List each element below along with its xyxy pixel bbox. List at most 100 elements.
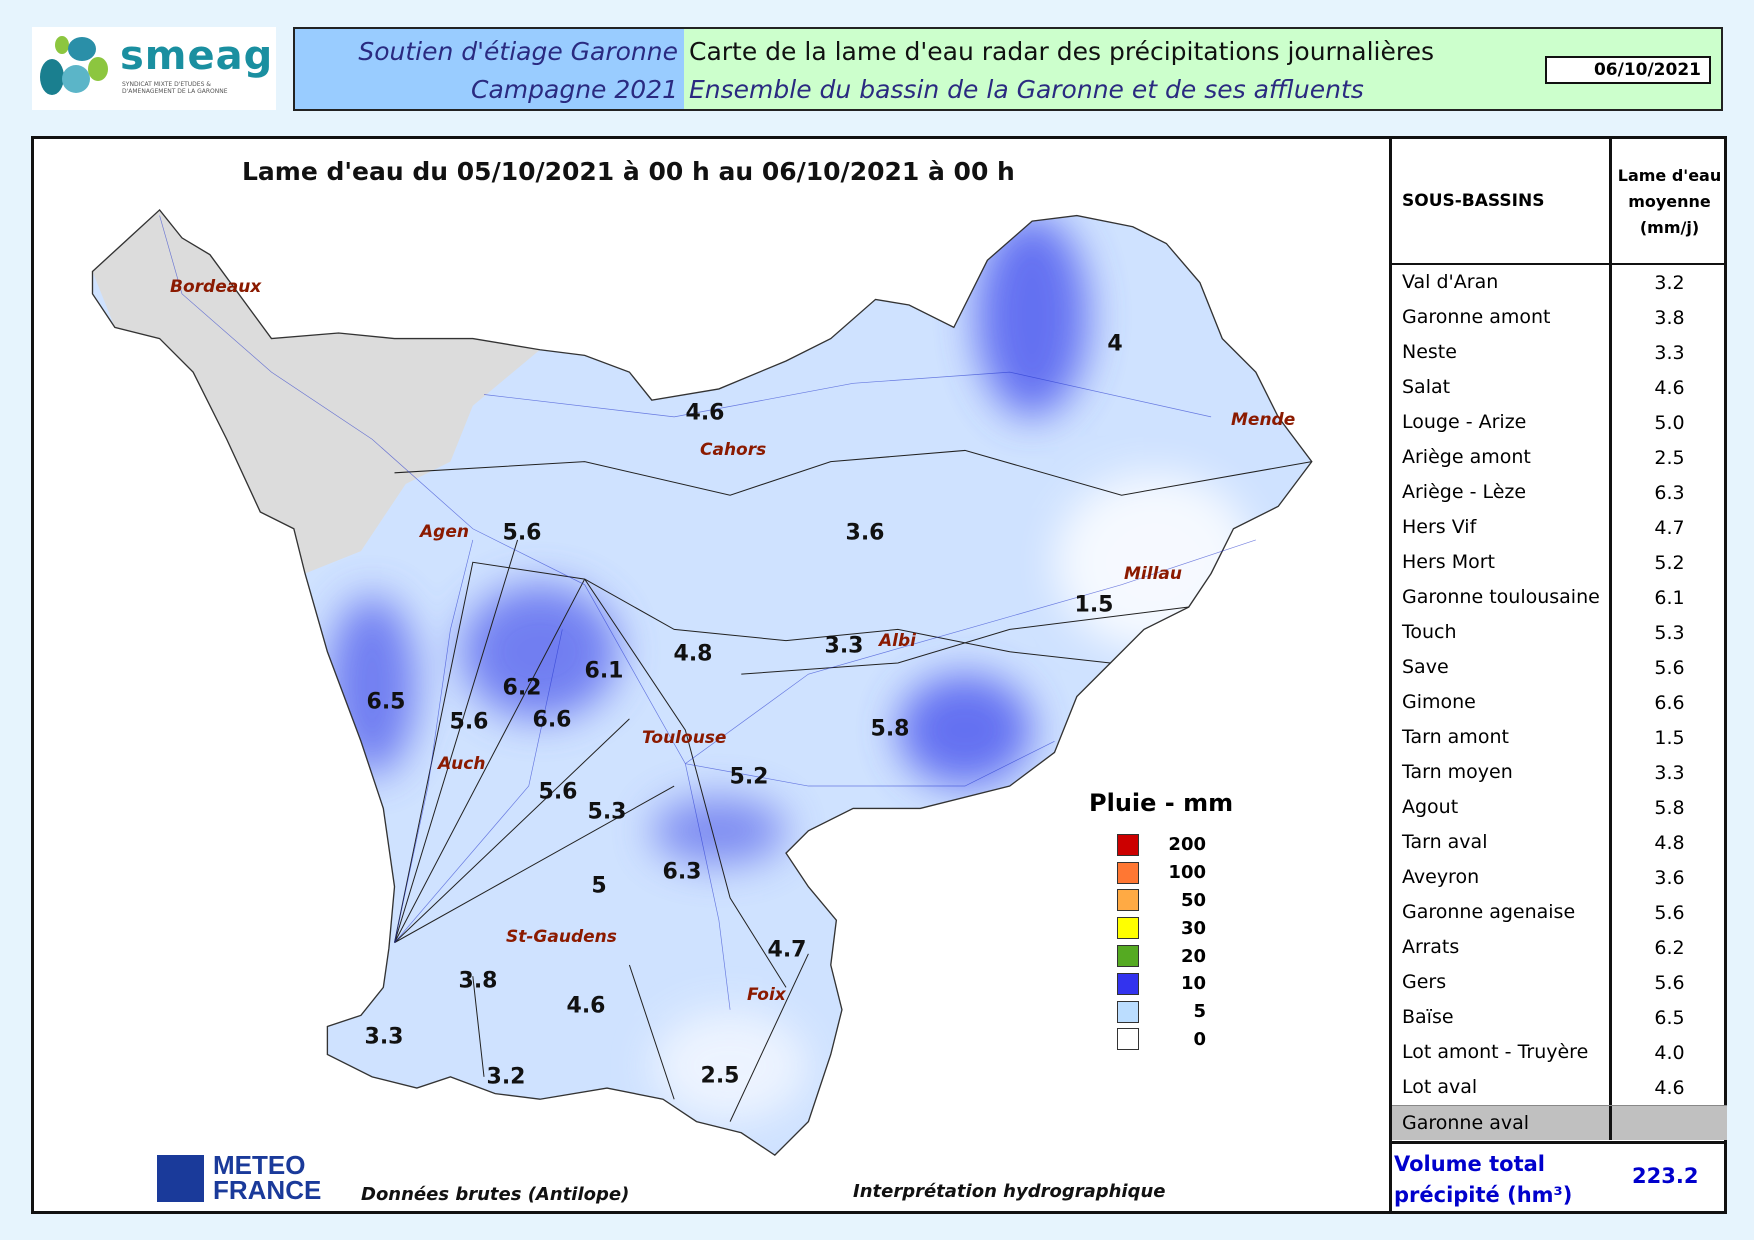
- subbasin-value: 4.6: [1654, 376, 1685, 399]
- subbasin-name: Agout: [1392, 790, 1612, 825]
- legend-swatch: [1117, 1028, 1139, 1051]
- table-row: Gers 5.6: [1392, 965, 1727, 1000]
- subbasin-value: 5.3: [1654, 621, 1685, 644]
- subbasin-value: 3.3: [1654, 341, 1685, 364]
- table-row: Hers Mort 5.2: [1392, 545, 1727, 580]
- header-campaign: Campagne 2021: [471, 75, 678, 104]
- legend-item: 100: [1117, 859, 1233, 887]
- value-agout: 5.8: [870, 716, 910, 742]
- table-row: Tarn moyen 3.3: [1392, 755, 1727, 790]
- table-row: Ariège - Lèze 6.3: [1392, 475, 1727, 510]
- table-row: Garonne amont 3.8: [1392, 300, 1727, 335]
- subbasin-name: Save: [1392, 650, 1612, 685]
- map-frame: Lame d'eau du 05/10/2021 à 00 h au 06/10…: [31, 136, 1727, 1214]
- subbasin-boundaries: [394, 449, 1312, 1122]
- subbasin-value: 1.5: [1654, 726, 1685, 749]
- value-hers-vif: 4.7: [767, 937, 807, 963]
- logo-subtitle: SYNDICAT MIXTE D'ETUDES & D'AMENAGEMENT …: [122, 81, 228, 95]
- legend-swatch: [1117, 833, 1139, 856]
- table-row: Lot amont - Truyère 4.0: [1392, 1035, 1727, 1070]
- smeag-logo: smeag SYNDICAT MIXTE D'ETUDES & D'AMENAG…: [32, 27, 276, 110]
- value-hers-mort: 5.2: [729, 764, 769, 790]
- meteo-france-icon: [157, 1155, 204, 1202]
- value-ariege-leze: 6.3: [662, 859, 702, 885]
- map-title: Lame d'eau du 05/10/2021 à 00 h au 06/10…: [242, 157, 1015, 186]
- value-val-daran: 3.2: [486, 1064, 526, 1090]
- subbasin-name: Lot amont - Truyère: [1392, 1035, 1612, 1070]
- footer-source: Données brutes (Antilope): [361, 1184, 630, 1205]
- table-row: Louge - Arize 5.0: [1392, 405, 1727, 440]
- value-save: 5.6: [538, 779, 578, 805]
- legend-item: 30: [1117, 914, 1233, 942]
- garonne-aval-area: [92, 209, 540, 574]
- legend-value: 0: [1193, 1028, 1206, 1050]
- subbasin-name: Garonne toulousaine: [1392, 580, 1612, 615]
- table-row: Lot aval 4.6: [1392, 1070, 1727, 1105]
- footer-interpretation: Interprétation hydrographique: [853, 1181, 1166, 1202]
- subbasin-value: 3.6: [1654, 866, 1685, 889]
- value-tarn-amont: 1.5: [1074, 592, 1114, 618]
- subbasin-name: Ariège - Lèze: [1392, 475, 1612, 510]
- total-volume-row: Volume total précipité (hm³) 223.2: [1392, 1141, 1727, 1211]
- city-foix: Foix: [747, 985, 786, 1005]
- table-row: Neste 3.3: [1392, 335, 1727, 370]
- subbasin-name: Val d'Aran: [1392, 265, 1612, 300]
- rain-intensity-overlay: [327, 215, 1256, 1122]
- table-row: Baïse 6.5: [1392, 1000, 1727, 1035]
- subbasin-name: Baïse: [1392, 1000, 1612, 1035]
- subbasin-value: 4.7: [1654, 516, 1685, 539]
- subbasin-value: 4.8: [1654, 831, 1685, 854]
- subbasin-value: 5.8: [1654, 796, 1685, 819]
- subbasin-name: Hers Mort: [1392, 545, 1612, 580]
- subbasin-value: 5.6: [1654, 901, 1685, 924]
- subbasin-value: 2.5: [1654, 446, 1685, 469]
- subbasin-name: Neste: [1392, 335, 1612, 370]
- legend-value: 5: [1193, 1001, 1206, 1023]
- rivers: [159, 215, 1256, 1010]
- value-garonne-amont: 3.8: [458, 968, 498, 994]
- subbasin-name: Lot aval: [1392, 1070, 1612, 1105]
- legend-value: 30: [1180, 917, 1206, 939]
- value-baise: 6.5: [366, 689, 406, 715]
- value-salat: 4.6: [566, 993, 606, 1019]
- subbasin-value: 3.8: [1654, 306, 1685, 329]
- subbasin-name: Louge - Arize: [1392, 405, 1612, 440]
- value-tarn-moyen: 3.3: [824, 633, 864, 659]
- city-agen: Agen: [420, 522, 469, 542]
- table-row: Tarn aval 4.8: [1392, 825, 1727, 860]
- legend-item: 5: [1117, 998, 1233, 1026]
- subbasin-name: Ariège amont: [1392, 440, 1612, 475]
- legend-swatch: [1117, 861, 1139, 884]
- header-title: Carte de la lame d'eau radar des précipi…: [689, 37, 1434, 66]
- subbasin-value: 6.2: [1654, 936, 1685, 959]
- total-value: 223.2: [1632, 1164, 1699, 1188]
- table-row: Gimone 6.6: [1392, 685, 1727, 720]
- total-label: Volume total précipité (hm³): [1394, 1152, 1573, 1207]
- subbasin-name: Hers Vif: [1392, 510, 1612, 545]
- subbasin-value: 4.6: [1654, 1076, 1685, 1099]
- value-lot-amont: 4: [1107, 331, 1123, 357]
- table-row: Arrats 6.2: [1392, 930, 1727, 965]
- legend-title: Pluie - mm: [1089, 789, 1234, 817]
- basin-map: [91, 209, 1313, 1156]
- rain-legend: Pluie - mm 200 100 50 30 20 10 5 0: [1089, 789, 1233, 1053]
- legend-item: 0: [1117, 1026, 1233, 1054]
- subbasin-name: Tarn aval: [1392, 825, 1612, 860]
- subbasin-name: Arrats: [1392, 930, 1612, 965]
- city-cahors: Cahors: [700, 440, 767, 460]
- legend-item: 20: [1117, 942, 1233, 970]
- table-row: Salat 4.6: [1392, 370, 1727, 405]
- legend-value: 10: [1180, 973, 1206, 995]
- header-program: Soutien d'étiage Garonne: [358, 37, 678, 66]
- subbasin-name: Tarn amont: [1392, 720, 1612, 755]
- value-gimone: 6.6: [532, 707, 572, 733]
- subbasin-name: Gers: [1392, 965, 1612, 1000]
- city-albi: Albi: [879, 631, 916, 651]
- col-header-rain: Lame d'eau moyenne (mm/j): [1612, 139, 1727, 265]
- subbasin-name: Garonne agenaise: [1392, 895, 1612, 930]
- subbasin-value: 5.2: [1654, 551, 1685, 574]
- legend-item: 10: [1117, 970, 1233, 998]
- subbasin-value: 6.3: [1654, 481, 1685, 504]
- header-subtitle: Ensemble du bassin de la Garonne et de s…: [689, 75, 1364, 104]
- legend-swatch: [1117, 945, 1139, 968]
